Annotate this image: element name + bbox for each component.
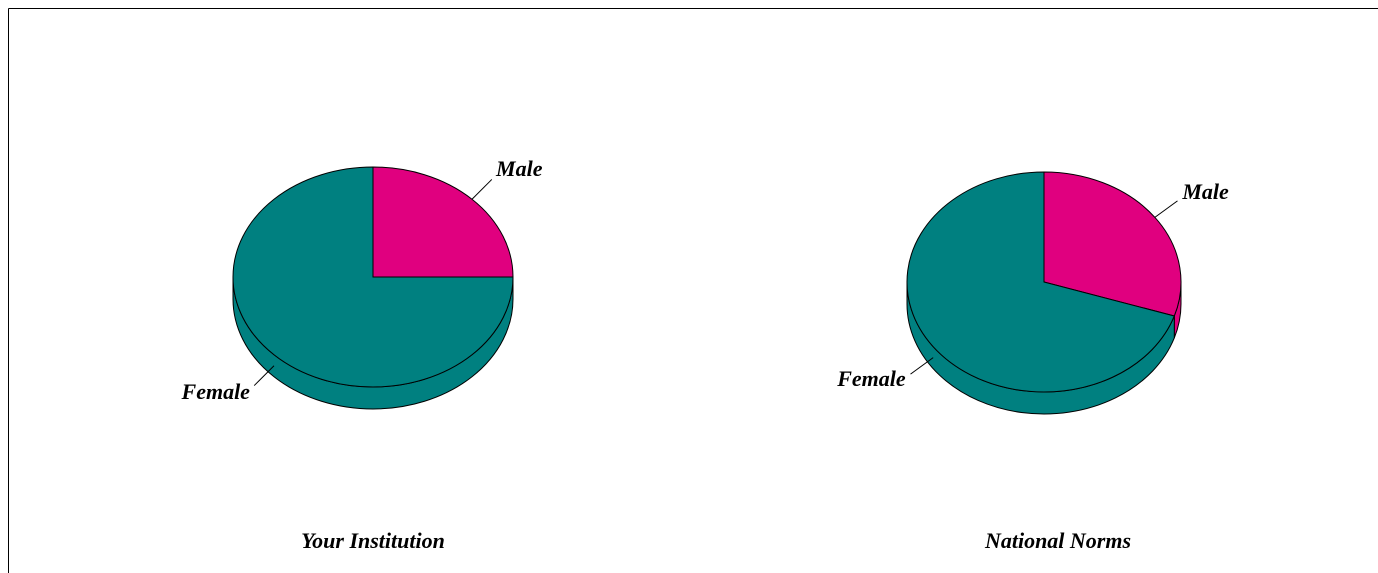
slice — [1043, 171, 1182, 317]
leader-line — [1154, 200, 1178, 218]
slice — [232, 166, 514, 388]
leader-line — [471, 179, 493, 200]
chart-title: Your Institution — [301, 528, 445, 553]
slice-label: Male — [1181, 179, 1229, 204]
slice-label: Female — [836, 366, 906, 391]
slice — [372, 166, 514, 278]
slice-label: Male — [495, 156, 543, 181]
chart-title: National Norms — [984, 528, 1131, 553]
slice — [906, 171, 1175, 393]
leader-line — [253, 365, 275, 386]
slice-label: Female — [181, 379, 251, 404]
leader-line — [910, 357, 934, 375]
